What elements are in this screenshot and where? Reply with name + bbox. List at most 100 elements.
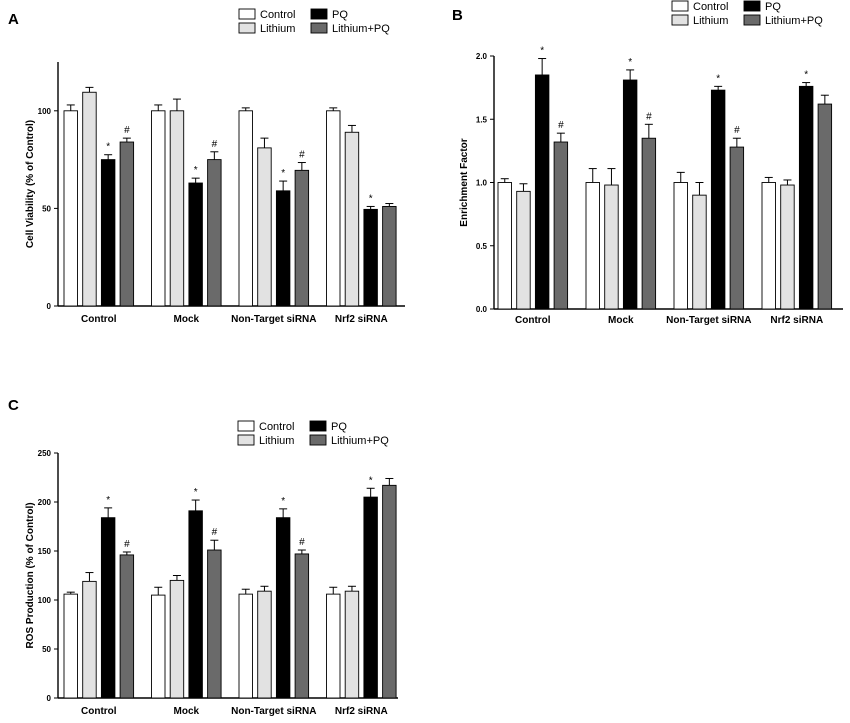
panel-a: A Control PQ Lithium Lithium+PQ 0 50 100Cell … [8, 8, 405, 325]
bar-control-non-target-sirna [238, 593, 253, 699]
category-label: Control [515, 315, 551, 326]
legend-label-pq: PQ [331, 421, 347, 433]
category-label: Mock [608, 315, 634, 326]
bar-control-nrf2-sirna [761, 182, 776, 310]
bar-pq-nrf2-sirna [798, 85, 814, 310]
legend-swatch-lithium-pq [743, 14, 761, 26]
bar-pq-mock [188, 182, 203, 307]
significance-mark: # [212, 139, 218, 150]
y-axis-title: Cell Viability (% of Control) [25, 120, 36, 248]
y-tick-label: 0.5 [476, 242, 488, 251]
legend-swatch-control [238, 8, 256, 20]
panel-b-legend: Control PQ Lithium Lithium+PQ [671, 0, 823, 27]
significance-mark: * [281, 496, 285, 507]
bar-pq-nrf2-sirna [363, 208, 378, 307]
category-label: Non-Target siRNA [231, 706, 316, 717]
legend-swatch-lithium [237, 434, 255, 446]
bar-control-nrf2-sirna [326, 110, 341, 307]
significance-mark: * [106, 495, 110, 506]
bar-control-non-target-sirna [238, 110, 253, 307]
category-label: Control [81, 314, 117, 325]
y-axis-title: Enrichment Factor [459, 138, 470, 226]
bar-pq-control [534, 74, 550, 310]
significance-mark: * [628, 57, 632, 68]
bar-lithium-pq-mock [207, 159, 222, 307]
bar-lithium-pq-mock [207, 549, 222, 699]
y-tick-label: 1.0 [476, 179, 488, 188]
y-tick-label: 2.0 [476, 52, 488, 61]
y-tick-label: 1.5 [476, 115, 488, 124]
bar-lithium-pq-nrf2-sirna [817, 103, 833, 310]
bar-lithium-mock [169, 579, 185, 699]
bar-lithium-control [516, 190, 531, 310]
bar-lithium-pq-mock [641, 137, 657, 310]
category-label: Nrf2 siRNA [335, 314, 388, 325]
legend-swatch-pq [310, 8, 328, 20]
bar-pq-mock [622, 79, 638, 310]
panel-b-letter: B [452, 7, 463, 24]
significance-mark: * [369, 475, 373, 486]
bar-control-mock [151, 594, 166, 699]
significance-mark: # [124, 539, 130, 550]
bar-lithium-pq-non-target-sirna [294, 553, 310, 699]
y-tick-label: 250 [38, 449, 52, 458]
category-label: Mock [174, 706, 200, 717]
significance-mark: # [299, 150, 305, 161]
category-label: Nrf2 siRNA [770, 315, 823, 326]
legend-label-lithium-pq: Lithium+PQ [332, 23, 390, 35]
category-label: Mock [174, 314, 200, 325]
significance-mark: # [558, 120, 564, 131]
panel-b: B Control PQ Lithium Lithium+PQ 0.0 0.5 1.0 1.… [452, 0, 843, 326]
legend-label-lithium: Lithium [693, 15, 728, 27]
legend-swatch-lithium-pq [310, 22, 328, 34]
bar-control-control [63, 110, 78, 307]
significance-mark: * [194, 487, 198, 498]
legend-label-pq: PQ [765, 1, 781, 13]
category-label: Control [81, 706, 117, 717]
category-label: Non-Target siRNA [666, 315, 751, 326]
bar-control-control [63, 593, 78, 699]
y-tick-label: 0.0 [476, 305, 488, 314]
legend-swatch-pq [309, 420, 327, 432]
bar-lithium-pq-control [119, 554, 135, 699]
legend-label-lithium: Lithium [259, 435, 294, 447]
panel-c-letter: C [8, 397, 19, 414]
bar-lithium-mock [604, 184, 619, 310]
bar-lithium-nrf2-sirna [780, 184, 795, 310]
bar-pq-control [100, 517, 116, 699]
bar-lithium-pq-nrf2-sirna [382, 484, 397, 699]
bar-lithium-non-target-sirna [692, 194, 707, 310]
significance-mark: * [804, 70, 808, 81]
category-label: Non-Target siRNA [231, 314, 316, 325]
legend-label-control: Control [693, 1, 728, 13]
legend-label-control: Control [259, 421, 294, 433]
bar-lithium-control [82, 580, 97, 699]
legend-swatch-pq [743, 0, 761, 12]
bar-lithium-pq-nrf2-sirna [382, 205, 397, 307]
significance-mark: # [212, 527, 218, 538]
significance-mark: * [369, 193, 373, 204]
significance-mark: * [281, 168, 285, 179]
y-tick-label: 50 [42, 204, 51, 213]
legend-swatch-lithium [238, 22, 256, 34]
bar-lithium-control [82, 91, 97, 307]
significance-mark: * [194, 165, 198, 176]
significance-mark: # [734, 125, 740, 136]
legend-label-lithium-pq: Lithium+PQ [765, 15, 823, 27]
bar-lithium-non-target-sirna [257, 147, 272, 307]
panel-a-letter: A [8, 11, 19, 28]
significance-mark: * [540, 46, 544, 57]
bar-lithium-mock [169, 110, 185, 307]
bar-lithium-nrf2-sirna [344, 131, 360, 307]
legend-swatch-lithium-pq [309, 434, 327, 446]
bar-lithium-pq-control [553, 141, 569, 310]
bar-control-non-target-sirna [673, 182, 688, 310]
significance-mark: # [299, 537, 305, 548]
panel-c-legend: Control PQ Lithium Lithium+PQ [237, 420, 389, 447]
bar-pq-nrf2-sirna [363, 496, 378, 699]
bar-control-mock [151, 110, 166, 307]
legend-label-control: Control [260, 9, 295, 21]
legend-swatch-control [671, 0, 689, 12]
legend-label-lithium: Lithium [260, 23, 295, 35]
